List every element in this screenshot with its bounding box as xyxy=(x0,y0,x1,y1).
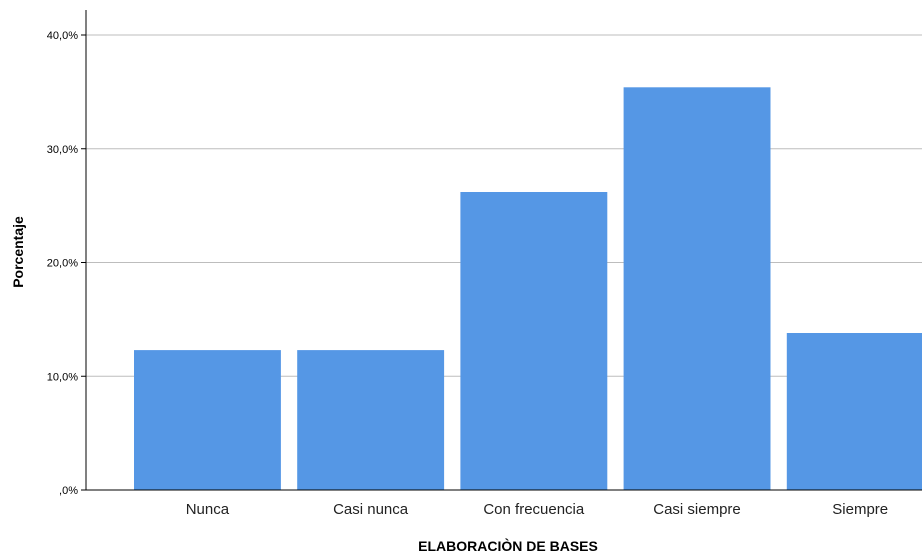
axes xyxy=(85,10,922,491)
y-axis-title: Porcentaje xyxy=(10,216,26,288)
x-category-label: Casi nunca xyxy=(333,501,409,518)
y-tick-label: 10,0% xyxy=(47,371,78,383)
y-tick-label: 40,0% xyxy=(47,30,78,42)
bars xyxy=(134,87,922,491)
x-category-label: Casi siempre xyxy=(653,501,741,518)
y-tick-label: 30,0% xyxy=(47,144,78,156)
bar-casi-nunca xyxy=(297,350,445,490)
y-tick-labels: ,0% 10,0% 20,0% 30,0% 40,0% xyxy=(47,30,86,497)
x-category-label: Siempre xyxy=(832,501,888,518)
bar-nunca xyxy=(134,350,281,490)
x-axis-title: ELABORACIÒN DE BASES xyxy=(418,537,598,554)
bar-con-frecuencia xyxy=(460,192,608,490)
x-category-label: Nunca xyxy=(186,501,230,518)
bar-siempre xyxy=(786,333,922,490)
y-tick-label: ,0% xyxy=(59,485,78,497)
x-category-label: Con frecuencia xyxy=(483,501,585,518)
y-tick-label: 20,0% xyxy=(47,258,78,270)
x-category-labels: Nunca Casi nunca Con frecuencia Casi siempr… xyxy=(186,501,888,518)
bar-casi-siempre xyxy=(623,87,771,491)
